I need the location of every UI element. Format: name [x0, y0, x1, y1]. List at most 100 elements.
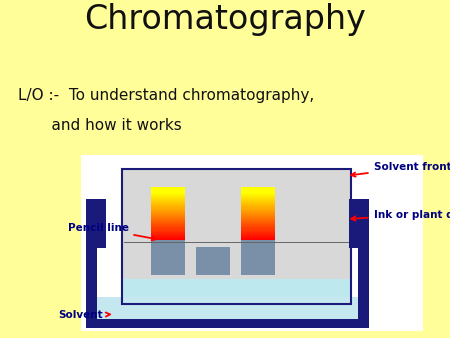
- Bar: [241, 215, 274, 216]
- Text: L/O :-  To understand chromatography,: L/O :- To understand chromatography,: [18, 88, 314, 103]
- Bar: [86, 319, 369, 328]
- Bar: [241, 238, 274, 239]
- Bar: [241, 216, 274, 217]
- Text: Chromatography: Chromatography: [84, 3, 366, 37]
- Bar: [122, 169, 351, 304]
- Bar: [241, 187, 274, 189]
- Bar: [241, 212, 274, 214]
- Text: Solvent: Solvent: [58, 310, 110, 320]
- Bar: [86, 199, 97, 328]
- Bar: [241, 218, 274, 219]
- Bar: [241, 209, 274, 211]
- Bar: [241, 199, 274, 200]
- Bar: [241, 217, 274, 218]
- Bar: [241, 240, 274, 275]
- Bar: [241, 219, 274, 220]
- Bar: [151, 194, 184, 195]
- Bar: [151, 198, 184, 199]
- Bar: [241, 235, 274, 236]
- Bar: [241, 190, 274, 192]
- Bar: [151, 221, 184, 222]
- Bar: [151, 216, 184, 217]
- Bar: [241, 225, 274, 226]
- Bar: [241, 231, 274, 233]
- Bar: [151, 222, 184, 223]
- Bar: [151, 205, 184, 207]
- Bar: [151, 231, 184, 233]
- Bar: [241, 233, 274, 235]
- Bar: [241, 230, 274, 232]
- Bar: [151, 229, 184, 231]
- Bar: [122, 279, 351, 304]
- Bar: [151, 218, 184, 219]
- Bar: [122, 169, 351, 304]
- Bar: [151, 233, 184, 235]
- Bar: [241, 195, 274, 196]
- Bar: [151, 224, 184, 225]
- Bar: [151, 204, 184, 206]
- Bar: [241, 202, 274, 203]
- Bar: [241, 205, 274, 207]
- Bar: [241, 191, 274, 193]
- Bar: [151, 206, 184, 208]
- Bar: [241, 189, 274, 191]
- Bar: [241, 207, 274, 209]
- Bar: [151, 197, 184, 198]
- Text: Pencil line: Pencil line: [68, 223, 156, 240]
- Bar: [358, 199, 369, 328]
- Bar: [241, 197, 274, 198]
- Bar: [241, 220, 274, 221]
- Bar: [97, 297, 358, 319]
- Bar: [241, 193, 274, 194]
- Bar: [151, 237, 184, 238]
- Bar: [151, 207, 184, 209]
- Bar: [151, 203, 184, 204]
- Bar: [241, 201, 274, 202]
- Bar: [151, 227, 184, 228]
- Bar: [241, 236, 274, 237]
- Bar: [241, 211, 274, 213]
- Text: and how it works: and how it works: [32, 118, 181, 133]
- Bar: [241, 232, 274, 234]
- Bar: [151, 225, 184, 226]
- Bar: [151, 220, 184, 221]
- Bar: [151, 208, 184, 210]
- Bar: [241, 196, 274, 197]
- Bar: [151, 212, 184, 214]
- Bar: [151, 240, 184, 275]
- Bar: [241, 226, 274, 227]
- Bar: [151, 200, 184, 201]
- Bar: [151, 236, 184, 237]
- Bar: [241, 206, 274, 208]
- Text: Ink or plant dye: Ink or plant dye: [351, 210, 450, 221]
- Bar: [151, 195, 184, 196]
- Bar: [241, 208, 274, 210]
- Bar: [151, 219, 184, 220]
- Bar: [241, 204, 274, 206]
- Bar: [241, 239, 274, 240]
- Bar: [151, 193, 184, 194]
- Bar: [151, 199, 184, 200]
- Bar: [151, 230, 184, 232]
- Bar: [151, 238, 184, 239]
- Bar: [86, 199, 106, 248]
- Bar: [151, 187, 184, 189]
- Bar: [241, 198, 274, 199]
- Bar: [151, 214, 184, 215]
- Bar: [241, 224, 274, 225]
- Bar: [151, 189, 184, 191]
- Bar: [241, 237, 274, 238]
- Bar: [151, 210, 184, 212]
- Bar: [151, 196, 184, 197]
- Bar: [151, 235, 184, 236]
- Bar: [151, 228, 184, 230]
- Bar: [241, 203, 274, 204]
- Bar: [241, 188, 274, 190]
- Bar: [151, 226, 184, 227]
- Bar: [241, 229, 274, 231]
- Text: Solvent front: Solvent front: [351, 162, 450, 177]
- Bar: [241, 221, 274, 222]
- Bar: [151, 191, 184, 193]
- Bar: [241, 223, 274, 224]
- Bar: [151, 190, 184, 192]
